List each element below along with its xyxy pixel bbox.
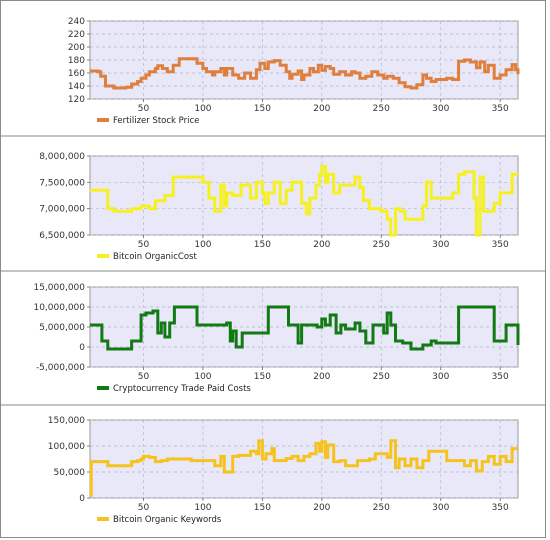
x-tick-label: 350 bbox=[492, 372, 509, 382]
x-tick-label: 50 bbox=[138, 240, 150, 250]
x-tick-label: 250 bbox=[373, 240, 390, 250]
x-tick-label: 200 bbox=[313, 372, 330, 382]
y-tick-label: 10,000,000 bbox=[33, 303, 85, 313]
x-tick-label: 200 bbox=[313, 240, 330, 250]
plot-area bbox=[89, 286, 519, 368]
y-tick-label: 200 bbox=[68, 43, 85, 53]
x-tick-label: 300 bbox=[432, 372, 449, 382]
x-tick-label: 50 bbox=[138, 503, 150, 513]
x-tick-label: 100 bbox=[194, 503, 211, 513]
x-tick-label: 100 bbox=[194, 104, 211, 114]
legend-label: Fertilizer Stock Price bbox=[113, 116, 199, 126]
y-tick-label: 100,000 bbox=[48, 442, 85, 452]
y-tick-label: 160 bbox=[68, 69, 85, 79]
x-tick-label: 250 bbox=[373, 104, 390, 114]
legend-swatch bbox=[97, 118, 109, 122]
legend-swatch bbox=[97, 254, 109, 258]
x-tick-label: 50 bbox=[138, 372, 150, 382]
x-tick-label: 350 bbox=[492, 240, 509, 250]
y-tick-label: -5,000,000 bbox=[36, 363, 85, 373]
x-tick-label: 250 bbox=[373, 503, 390, 513]
x-tick-label: 150 bbox=[254, 503, 271, 513]
chart-panel-3: -5,000,000 0 5,000,000 10,000,000 15,000,000… bbox=[0, 270, 545, 394]
chart-panel-2: 6,500,000 7,000,000 7,500,000 8,000,000 50 10… bbox=[0, 135, 545, 262]
legend-label: Cryptocurrency Trade Paid Costs bbox=[113, 384, 251, 394]
x-tick-label: 200 bbox=[313, 104, 330, 114]
legend-swatch bbox=[97, 386, 109, 390]
x-tick-label: 250 bbox=[373, 372, 390, 382]
x-tick-label: 50 bbox=[138, 104, 150, 114]
x-tick-label: 300 bbox=[432, 240, 449, 250]
y-tick-label: 6,500,000 bbox=[39, 231, 85, 241]
plot-area bbox=[89, 20, 519, 100]
series-line-1 bbox=[90, 57, 520, 90]
x-tick-label: 100 bbox=[194, 372, 211, 382]
x-tick-label: 350 bbox=[492, 503, 509, 513]
x-tick-label: 350 bbox=[492, 104, 509, 114]
y-tick-label: 120 bbox=[68, 95, 85, 105]
y-tick-label: 8,000,000 bbox=[39, 152, 85, 162]
plot-area bbox=[89, 155, 519, 236]
chart-panel-1: 120 140 160 180 200 220 240 50 100 150 200 250 300 35… bbox=[68, 17, 520, 126]
y-tick-label: 7,500,000 bbox=[39, 178, 85, 188]
x-tick-label: 300 bbox=[432, 104, 449, 114]
x-tick-label: 300 bbox=[432, 503, 449, 513]
y-tick-label: 240 bbox=[68, 17, 85, 27]
legend-label: Bitcoin Organic Keywords bbox=[113, 515, 222, 525]
series-line-1 bbox=[89, 439, 518, 497]
x-tick-label: 150 bbox=[254, 104, 271, 114]
y-tick-label: 0 bbox=[79, 343, 85, 353]
legend-swatch bbox=[97, 517, 109, 521]
y-tick-label: 7,000,000 bbox=[39, 205, 85, 215]
y-tick-label: 180 bbox=[68, 56, 85, 66]
x-tick-label: 150 bbox=[254, 240, 271, 250]
x-tick-label: 150 bbox=[254, 372, 271, 382]
series-line-1 bbox=[90, 165, 518, 237]
chart-panel-4: 0 50,000 100,000 150,000 50 100 150 200 250 300 35… bbox=[0, 404, 545, 525]
y-tick-label: 15,000,000 bbox=[33, 283, 85, 293]
x-tick-label: 200 bbox=[313, 503, 330, 513]
legend-label: Bitcoin OrganicCost bbox=[113, 252, 197, 262]
x-tick-label: 100 bbox=[194, 240, 211, 250]
y-tick-label: 150,000 bbox=[48, 416, 85, 426]
y-tick-label: 220 bbox=[68, 30, 85, 40]
y-tick-label: 50,000 bbox=[54, 468, 86, 478]
series-line-1 bbox=[90, 305, 520, 351]
y-tick-label: 5,000,000 bbox=[39, 323, 85, 333]
y-tick-label: 0 bbox=[79, 494, 85, 504]
y-tick-label: 140 bbox=[68, 82, 85, 92]
